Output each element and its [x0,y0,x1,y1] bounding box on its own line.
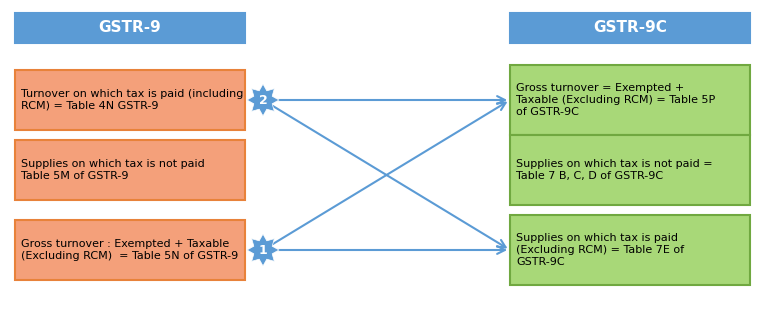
Polygon shape [247,84,279,116]
FancyBboxPatch shape [510,13,750,43]
Text: Supplies on which tax is not paid =
Table 7 B, C, D of GSTR-9C: Supplies on which tax is not paid = Tabl… [516,159,713,181]
Text: GSTR-9C: GSTR-9C [593,20,667,35]
Text: Gross turnover = Exempted +
Taxable (Excluding RCM) = Table 5P
of GSTR-9C: Gross turnover = Exempted + Taxable (Exc… [516,84,715,117]
Text: Gross turnover : Exempted + Taxable
(Excluding RCM)  = Table 5N of GSTR-9: Gross turnover : Exempted + Taxable (Exc… [21,239,238,261]
FancyBboxPatch shape [15,13,245,43]
Text: Turnover on which tax is paid (including
RCM) = Table 4N GSTR-9: Turnover on which tax is paid (including… [21,89,243,111]
FancyBboxPatch shape [15,220,245,280]
FancyBboxPatch shape [15,140,245,200]
Text: GSTR-9: GSTR-9 [98,20,161,35]
Text: 2: 2 [259,94,267,107]
Text: Supplies on which tax is not paid
Table 5M of GSTR-9: Supplies on which tax is not paid Table … [21,159,205,181]
FancyBboxPatch shape [510,215,750,285]
FancyBboxPatch shape [510,65,750,135]
Polygon shape [247,234,279,266]
Text: 1: 1 [259,243,267,256]
Text: Supplies on which tax is paid
(Excluding RCM) = Table 7E of
GSTR-9C: Supplies on which tax is paid (Excluding… [516,233,684,266]
FancyBboxPatch shape [15,70,245,130]
FancyBboxPatch shape [510,135,750,205]
